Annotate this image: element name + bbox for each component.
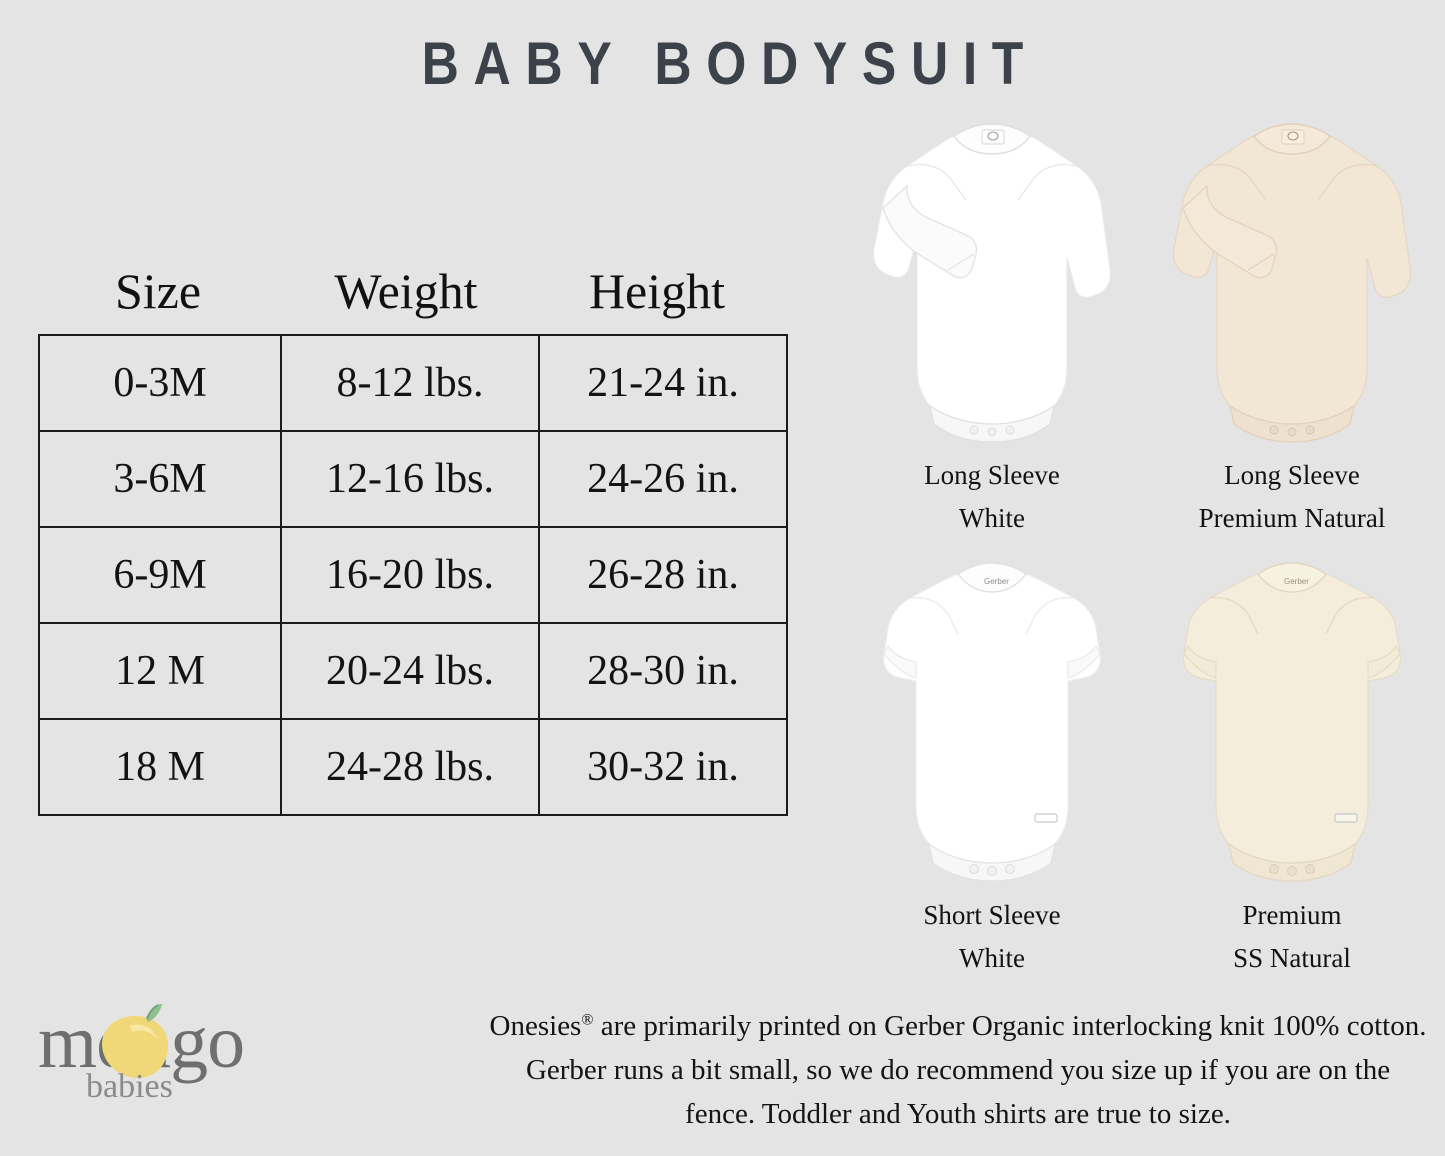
product-premium-ss-natural: Gerber Premium SS Natural — [1142, 558, 1442, 978]
cell-weight: 8-12 lbs. — [280, 334, 540, 432]
product-long-sleeve-premium-natural: Long Sleeve Premium Natural — [1142, 118, 1442, 558]
svg-text:Gerber: Gerber — [984, 577, 1009, 586]
product-label-line2: White — [959, 943, 1025, 974]
svg-text:Gerber: Gerber — [1284, 577, 1309, 586]
cell-size: 0-3M — [38, 334, 282, 432]
size-chart-column-headers: Size Weight Height — [38, 248, 780, 334]
cell-size: 18 M — [38, 718, 282, 816]
product-grid: Long Sleeve White — [842, 118, 1442, 978]
cell-size: 3-6M — [38, 430, 282, 528]
cell-size: 12 M — [38, 622, 282, 720]
cell-height: 28-30 in. — [538, 622, 788, 720]
page-title: BABY BODYSUIT — [421, 30, 1038, 97]
column-header-size: Size — [114, 263, 202, 319]
bodysuit-image-long-sleeve-natural — [1162, 118, 1422, 448]
bodysuit-image-short-sleeve-natural: Gerber — [1162, 558, 1422, 888]
disclaimer-brand: Onesies — [489, 1010, 582, 1042]
product-label-line2: SS Natural — [1233, 943, 1351, 974]
product-label-line2: White — [959, 503, 1025, 534]
product-caption: Long Sleeve White — [924, 454, 1060, 540]
mango-icon — [92, 1002, 184, 1088]
cell-weight: 20-24 lbs. — [280, 622, 540, 720]
trademark-symbol: ® — [581, 1011, 594, 1029]
cell-height: 26-28 in. — [538, 526, 788, 624]
product-short-sleeve-white: Gerber Short Sleeve White — [842, 558, 1142, 978]
table-row: 0-3M 8-12 lbs. 21-24 in. — [38, 334, 788, 432]
cell-weight: 16-20 lbs. — [280, 526, 540, 624]
disclaimer-body: are primarily printed on Gerber Organic … — [525, 1010, 1427, 1131]
table-row: 18 M 24-28 lbs. 30-32 in. — [38, 718, 788, 816]
cell-height: 21-24 in. — [538, 334, 788, 432]
product-label-line1: Long Sleeve — [924, 460, 1060, 490]
bodysuit-image-short-sleeve-white: Gerber — [862, 558, 1122, 888]
cell-weight: 12-16 lbs. — [280, 430, 540, 528]
cell-weight: 24-28 lbs. — [280, 718, 540, 816]
table-row: 3-6M 12-16 lbs. 24-26 in. — [38, 430, 788, 528]
table-row: 6-9M 16-20 lbs. 26-28 in. — [38, 526, 788, 624]
product-label-line2: Premium Natural — [1198, 503, 1386, 534]
product-caption: Short Sleeve White — [923, 894, 1060, 980]
product-caption: Long Sleeve Premium Natural — [1199, 454, 1386, 540]
cell-size: 6-9M — [38, 526, 282, 624]
size-chart-table: Size Weight Height 0-3M 8-12 lbs. 21-24 … — [38, 248, 788, 816]
brand-logo: mongo babies — [38, 1000, 288, 1120]
table-row: 12 M 20-24 lbs. 28-30 in. — [38, 622, 788, 720]
product-label-line1: Long Sleeve — [1224, 460, 1360, 490]
column-header-height: Height — [588, 263, 726, 319]
disclaimer-text: Onesies® are primarily printed on Gerber… — [488, 1004, 1428, 1136]
brand-tagline: babies — [86, 1068, 173, 1105]
column-header-weight: Weight — [334, 263, 478, 319]
product-long-sleeve-white: Long Sleeve White — [842, 118, 1142, 558]
product-label-line1: Short Sleeve — [923, 900, 1061, 930]
bodysuit-image-long-sleeve-white — [862, 118, 1122, 448]
product-label-line1: Premium — [1242, 900, 1342, 930]
product-caption: Premium SS Natural — [1233, 894, 1351, 980]
cell-height: 24-26 in. — [538, 430, 788, 528]
cell-height: 30-32 in. — [538, 718, 788, 816]
